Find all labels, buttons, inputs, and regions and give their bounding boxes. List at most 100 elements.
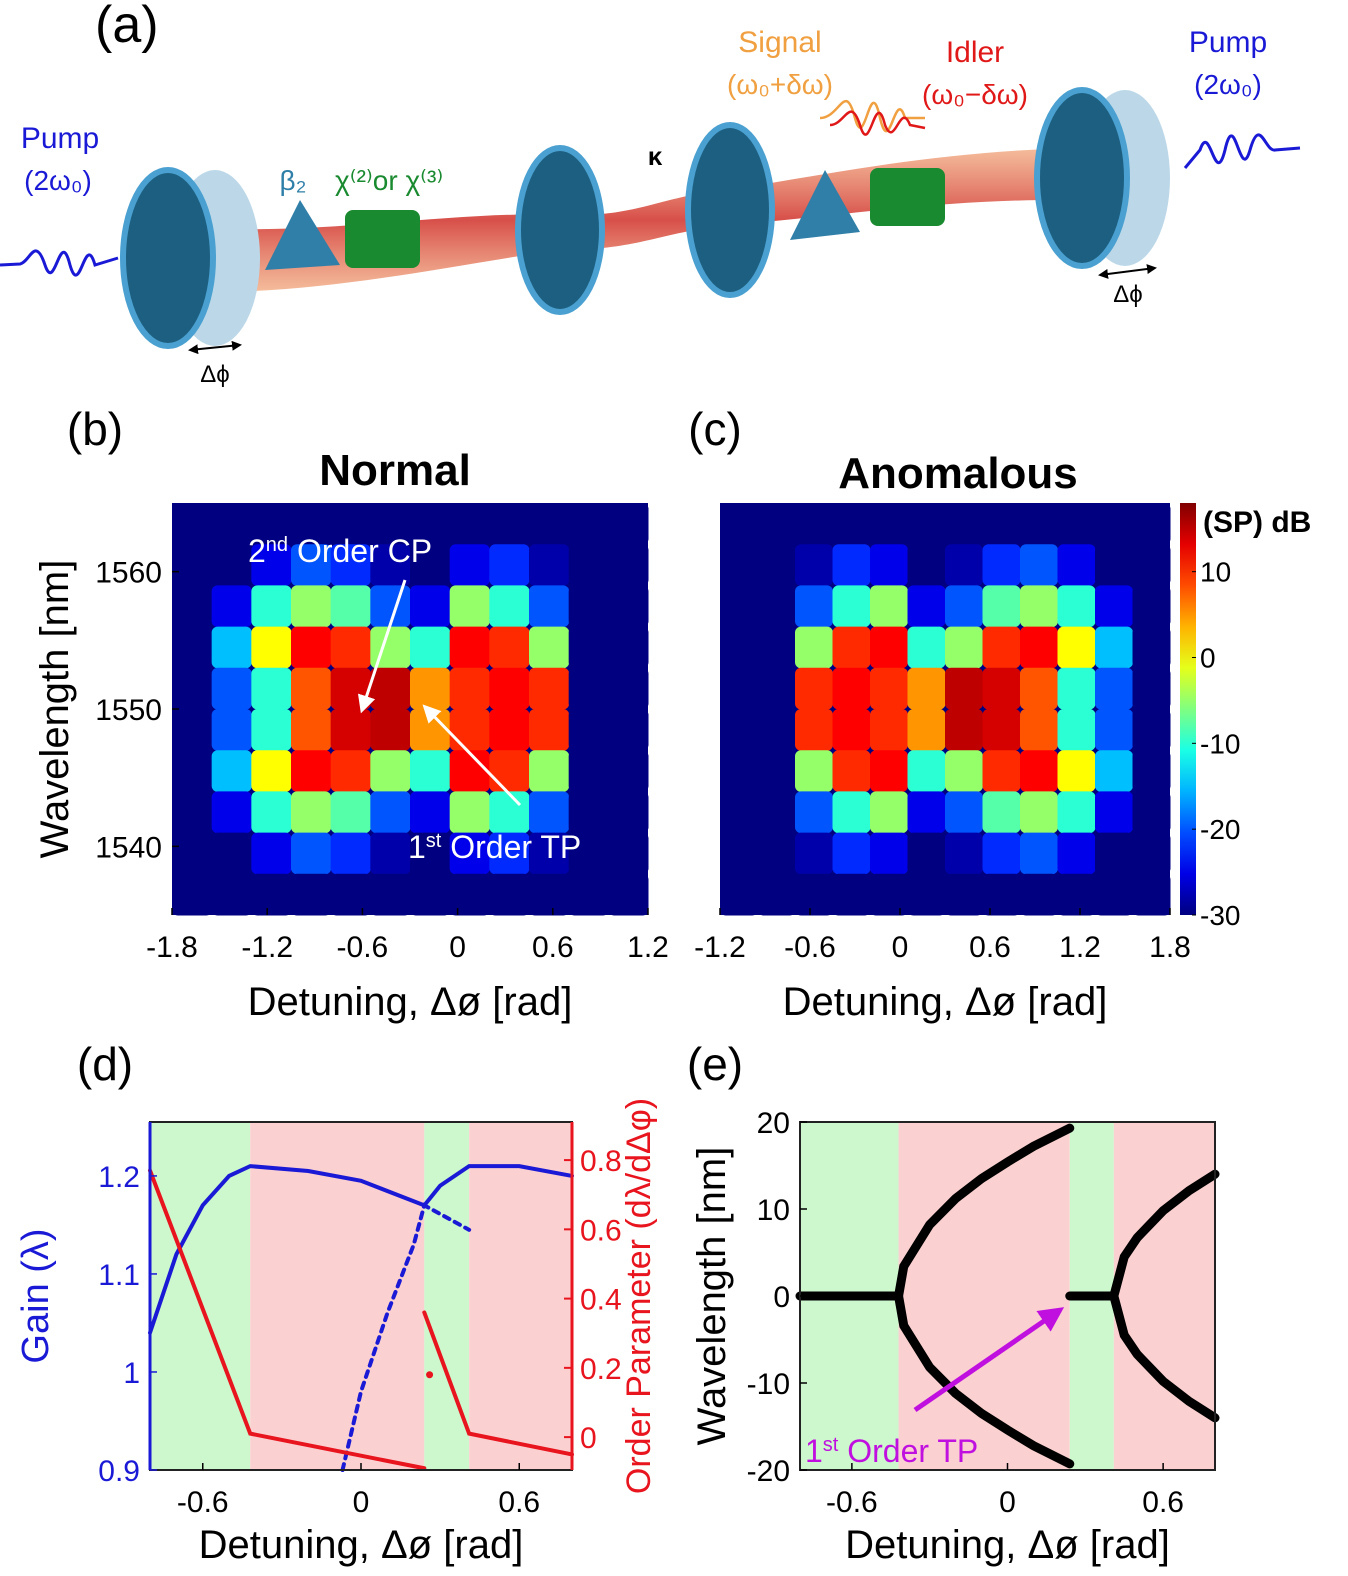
heatmap-cell bbox=[172, 503, 213, 545]
mirror bbox=[685, 122, 775, 298]
y-tick-label: -10 bbox=[747, 1368, 790, 1401]
heatmap-cell bbox=[1132, 791, 1171, 834]
heatmap-cell bbox=[832, 832, 871, 875]
heatmap-cell bbox=[330, 791, 371, 834]
heatmap-cell bbox=[172, 667, 213, 710]
heatmap-cell bbox=[251, 832, 292, 875]
prism bbox=[265, 200, 340, 270]
heatmap-cell bbox=[720, 832, 758, 875]
heatmap-cell bbox=[410, 585, 451, 628]
heatmap-cell bbox=[870, 585, 908, 628]
pump-frequency: (2ω₀) bbox=[24, 165, 92, 196]
heatmap-cell bbox=[449, 544, 490, 586]
heatmap-cell bbox=[449, 750, 490, 792]
heatmap-cell bbox=[370, 791, 411, 834]
heatmap-cell bbox=[757, 667, 796, 710]
heatmap-cell bbox=[907, 667, 946, 710]
heatmap-cell bbox=[211, 503, 252, 545]
heatmap-cell bbox=[449, 626, 490, 669]
heatmap-cell bbox=[330, 626, 371, 669]
heatmap-cell bbox=[945, 832, 983, 875]
heatmap-cell bbox=[489, 791, 530, 834]
heatmap-cell bbox=[449, 873, 490, 916]
heatmap-cell bbox=[720, 626, 758, 669]
heatmap-cell bbox=[211, 667, 252, 710]
region bbox=[469, 1122, 572, 1470]
heatmap-cell bbox=[1132, 667, 1171, 710]
cavity-diagram: (a) Pump (2ω₀) β₂ χ⁽²⁾or χ⁽³⁾ κ Signal (… bbox=[0, 0, 1301, 388]
y-tick-label: 0.9 bbox=[98, 1455, 140, 1488]
x-tick-label: -0.6 bbox=[337, 931, 389, 964]
region bbox=[150, 1122, 251, 1470]
heatmap-cell bbox=[795, 750, 833, 792]
heatmap-cell bbox=[568, 791, 609, 834]
heatmap-cell bbox=[795, 667, 833, 710]
heatmap-cell bbox=[945, 585, 983, 628]
heatmap-cell bbox=[489, 832, 530, 875]
y-tick-label: 20 bbox=[757, 1107, 790, 1140]
heatmap-cell bbox=[832, 503, 871, 545]
phase-arrow bbox=[1098, 264, 1157, 279]
point bbox=[426, 1371, 434, 1379]
heatmap-cell bbox=[211, 709, 252, 751]
heatmap-cell bbox=[489, 544, 530, 586]
heatmap-cell bbox=[720, 873, 758, 916]
heatmap-cell bbox=[982, 873, 1021, 916]
heatmap-cell bbox=[757, 873, 796, 916]
heatmap-cell bbox=[529, 585, 570, 628]
signal-frequency: (ω₀+δω) bbox=[727, 69, 833, 100]
heatmap-cell bbox=[330, 832, 371, 875]
heatmap-cell bbox=[568, 503, 609, 545]
annotation-part: st bbox=[823, 1434, 839, 1456]
heatmap-cell bbox=[251, 626, 292, 669]
heatmap-cell bbox=[720, 709, 758, 751]
heatmap-cell bbox=[291, 503, 332, 545]
heatmap-cell bbox=[1057, 544, 1096, 586]
heatmap-cell bbox=[1132, 873, 1171, 916]
heatmap-cell bbox=[945, 750, 983, 792]
heatmap-cell bbox=[211, 626, 252, 669]
heatmap-cell bbox=[795, 709, 833, 751]
heatmap-cell bbox=[608, 544, 649, 586]
heatmap-cell bbox=[720, 544, 758, 586]
annotation: 1st Order TP bbox=[805, 1433, 978, 1469]
heatmap-cell bbox=[489, 626, 530, 669]
heatmap-cell bbox=[608, 626, 649, 669]
panel-label: (b) bbox=[67, 403, 123, 455]
heatmap-cell bbox=[211, 791, 252, 834]
heatmap-cell bbox=[945, 873, 983, 916]
heatmap-cell bbox=[211, 585, 252, 628]
heatmap-cell bbox=[608, 667, 649, 710]
colorbar-tick-label: 10 bbox=[1200, 557, 1231, 588]
heatmap-cell bbox=[1095, 750, 1133, 792]
x-tick-label: -0.6 bbox=[784, 931, 836, 964]
heatmap-cell bbox=[832, 750, 871, 792]
dispersion-label: β₂ bbox=[280, 165, 307, 196]
heatmap-cell bbox=[1132, 626, 1171, 669]
heatmap-cell bbox=[172, 709, 213, 751]
heatmap-cell bbox=[945, 709, 983, 751]
heatmap-cell bbox=[832, 544, 871, 586]
heatmap-cell bbox=[1020, 585, 1058, 628]
heatmap-cell bbox=[795, 503, 833, 545]
heatmap-cell bbox=[410, 667, 451, 710]
heatmap-cell bbox=[251, 709, 292, 751]
heatmap-cell bbox=[795, 585, 833, 628]
heatmap-cell bbox=[172, 544, 213, 586]
x-tick-label: 0 bbox=[999, 1486, 1016, 1519]
chart-title: Anomalous bbox=[838, 449, 1078, 498]
heatmap-cell bbox=[529, 709, 570, 751]
y2-axis-label: Order Parameter (dλ/dΔφ) bbox=[620, 1098, 658, 1494]
x-tick-label: 1.2 bbox=[627, 931, 669, 964]
x-tick-label: 1.8 bbox=[1149, 931, 1191, 964]
heatmap-cell bbox=[489, 750, 530, 792]
heatmap-cell bbox=[410, 709, 451, 751]
annotation-arrow bbox=[422, 704, 522, 807]
heatmap-cell bbox=[982, 791, 1021, 834]
heatmap-cell bbox=[211, 832, 252, 875]
nonlinearity-label: χ⁽²⁾or χ⁽³⁾ bbox=[335, 165, 443, 196]
heatmap-cell bbox=[211, 544, 252, 586]
heatmap-cell bbox=[489, 667, 530, 710]
heatmap-cell bbox=[529, 750, 570, 792]
y-tick-label: -20 bbox=[747, 1455, 790, 1488]
